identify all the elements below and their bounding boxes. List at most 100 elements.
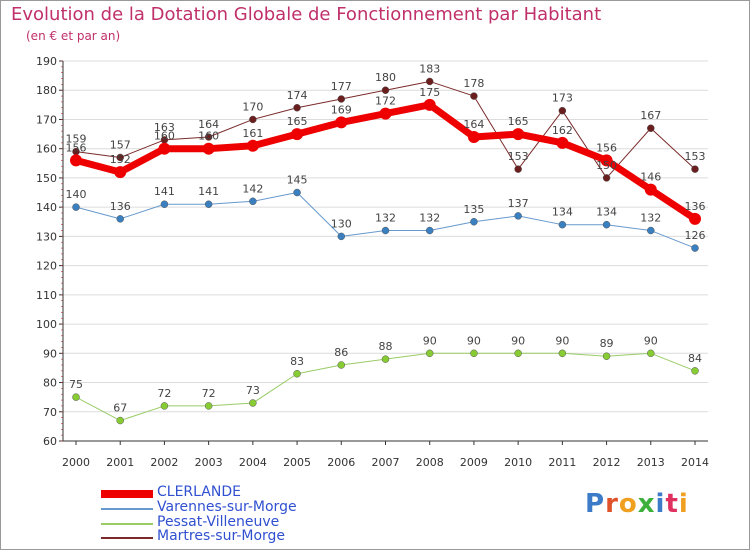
data-label: 142 xyxy=(242,182,263,195)
legend-item-varennes: Varennes-sur-Morge xyxy=(101,499,341,516)
legend-label-clerlande: CLERLANDE xyxy=(157,484,241,500)
data-label: 170 xyxy=(242,100,263,113)
data-point xyxy=(114,166,127,179)
data-point xyxy=(602,174,611,182)
data-point xyxy=(293,188,301,197)
data-point xyxy=(293,370,301,378)
y-tick-label: 70 xyxy=(43,406,57,419)
x-tick-label: 2001 xyxy=(106,456,134,469)
data-point xyxy=(558,106,567,115)
y-tick-label: 160 xyxy=(36,143,57,156)
y-tick-label: 140 xyxy=(36,201,57,214)
chart-title: Evolution de la Dotation Globale de Fonc… xyxy=(11,4,602,25)
data-label: 162 xyxy=(552,124,573,137)
logo-letter: x xyxy=(637,489,656,519)
data-point xyxy=(602,220,611,229)
data-label: 157 xyxy=(110,138,131,151)
legend-label-martres: Martres-sur-Morge xyxy=(157,528,286,544)
data-point xyxy=(514,212,522,220)
data-point xyxy=(381,226,390,235)
data-point xyxy=(204,133,213,141)
data-point xyxy=(556,136,569,149)
data-point xyxy=(381,86,390,94)
data-label: 83 xyxy=(290,355,304,368)
data-label: 161 xyxy=(242,127,263,140)
y-tick-label: 110 xyxy=(36,289,57,302)
data-point xyxy=(379,107,392,120)
x-tick-label: 2002 xyxy=(150,456,178,469)
x-tick-label: 2004 xyxy=(239,456,267,469)
data-point xyxy=(249,399,257,407)
data-label: 169 xyxy=(331,103,352,116)
data-label: 160 xyxy=(154,130,175,143)
y-tick-label: 120 xyxy=(36,260,57,273)
data-label: 172 xyxy=(375,95,396,108)
data-label: 132 xyxy=(419,212,440,225)
data-point xyxy=(160,200,169,208)
data-point xyxy=(647,226,655,235)
x-tick-label: 2008 xyxy=(416,456,444,469)
x-tick-label: 2009 xyxy=(460,456,488,469)
data-point xyxy=(204,200,213,208)
data-label: 152 xyxy=(110,153,131,166)
data-label: 156 xyxy=(596,141,617,154)
legend-swatch-clerlande xyxy=(101,490,153,498)
data-label: 136 xyxy=(685,200,706,213)
legend-item-clerlande: CLERLANDE xyxy=(101,484,341,501)
data-label: 72 xyxy=(202,387,216,400)
data-label: 135 xyxy=(463,203,484,216)
y-tick-label: 170 xyxy=(36,113,57,126)
data-label: 167 xyxy=(640,109,661,122)
y-tick-label: 190 xyxy=(36,55,57,68)
data-point xyxy=(470,92,478,100)
data-label: 163 xyxy=(154,121,175,134)
data-point xyxy=(337,95,346,103)
y-tick-label: 150 xyxy=(36,172,57,185)
data-label: 75 xyxy=(69,378,83,391)
legend-swatch-martres xyxy=(101,537,153,539)
data-point xyxy=(689,212,701,225)
series-1 xyxy=(72,188,699,252)
y-tick-label: 80 xyxy=(43,377,57,390)
x-tick-label: 2007 xyxy=(372,456,400,469)
data-label: 141 xyxy=(198,185,219,198)
x-tick-label: 2010 xyxy=(504,456,532,469)
y-tick-label: 90 xyxy=(43,347,57,360)
x-tick-label: 2005 xyxy=(283,456,311,469)
data-point xyxy=(293,104,301,112)
y-tick-label: 130 xyxy=(36,230,57,243)
data-label: 150 xyxy=(596,159,617,172)
data-label: 175 xyxy=(419,86,440,99)
logo-letter: r xyxy=(605,489,619,519)
data-label: 137 xyxy=(508,197,529,210)
data-label: 145 xyxy=(287,174,308,187)
legend-swatch-varennes xyxy=(101,508,153,510)
data-label: 126 xyxy=(685,229,706,242)
data-label: 90 xyxy=(423,334,437,347)
data-point xyxy=(470,349,478,358)
data-label: 153 xyxy=(685,150,706,163)
data-point xyxy=(470,218,478,226)
data-point xyxy=(337,361,346,369)
data-point xyxy=(425,349,434,358)
x-tick-label: 2014 xyxy=(681,456,709,469)
data-point xyxy=(335,116,348,129)
x-tick-label: 2012 xyxy=(593,456,621,469)
data-point xyxy=(249,115,257,124)
legend-label-pessat: Pessat-Villeneuve xyxy=(157,514,280,530)
data-point xyxy=(116,215,124,223)
data-point xyxy=(423,98,436,111)
data-point xyxy=(160,402,169,410)
data-label: 180 xyxy=(375,71,396,84)
data-point xyxy=(381,355,390,363)
legend-item-pessat: Pessat-Villeneuve xyxy=(101,514,341,531)
data-label: 160 xyxy=(198,130,219,143)
y-tick-label: 180 xyxy=(36,84,57,97)
logo-letter: P xyxy=(585,489,606,519)
data-label: 90 xyxy=(555,334,569,347)
data-point xyxy=(512,128,525,141)
data-point xyxy=(644,183,657,196)
x-tick-label: 2013 xyxy=(637,456,665,469)
